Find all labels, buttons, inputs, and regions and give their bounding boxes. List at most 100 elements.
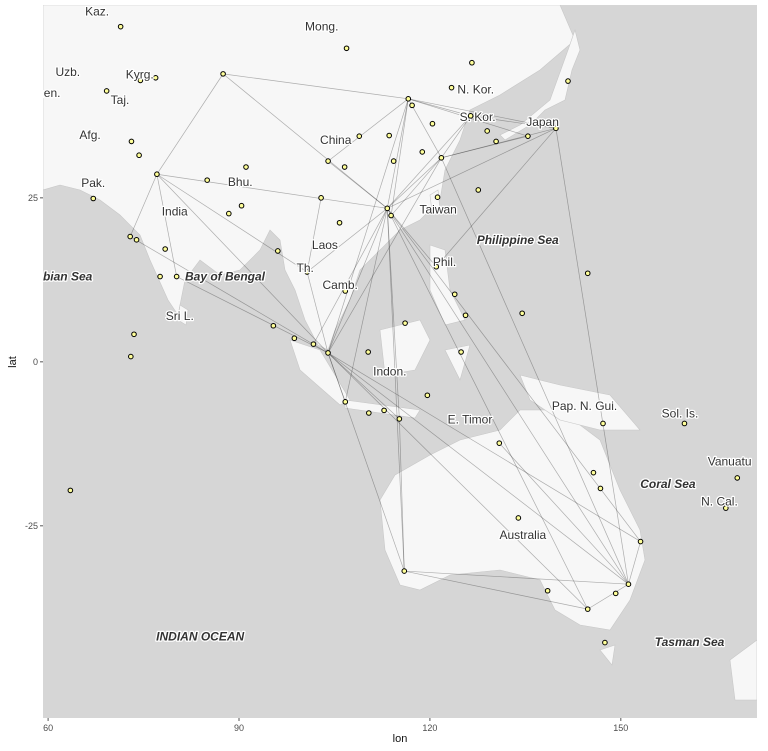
- route: [441, 127, 556, 159]
- airport: [90, 195, 97, 202]
- y-tick-label: 0: [33, 357, 38, 367]
- airport: [637, 538, 644, 545]
- y-tick-label: -25: [25, 521, 38, 531]
- airport: [152, 75, 159, 81]
- route: [313, 208, 388, 345]
- place-label: Taj.: [111, 93, 130, 107]
- x-tick-label: 120: [422, 723, 437, 733]
- place-label: Mong.: [305, 20, 338, 34]
- airport: [429, 120, 436, 127]
- route: [386, 98, 409, 209]
- airport: [433, 263, 440, 270]
- airport: [723, 505, 729, 511]
- place-label: China: [320, 133, 352, 147]
- route: [404, 570, 588, 610]
- place-label: Laos: [312, 238, 338, 252]
- airport: [484, 128, 490, 134]
- place-label: S. Kor.: [460, 110, 496, 124]
- route: [386, 208, 405, 572]
- airport: [226, 210, 232, 217]
- airport: [584, 606, 591, 612]
- airport: [424, 392, 431, 399]
- airport: [386, 132, 392, 139]
- route: [386, 208, 589, 610]
- airport: [310, 341, 317, 347]
- place-label: N. Kor.: [457, 83, 494, 97]
- route: [327, 352, 346, 402]
- airport: [390, 158, 397, 164]
- airport: [544, 587, 551, 594]
- place-label: N. Cal.: [701, 495, 738, 509]
- airport: [154, 171, 160, 178]
- route: [327, 352, 641, 542]
- airport: [438, 155, 445, 161]
- airport: [612, 590, 619, 597]
- airport: [243, 164, 249, 170]
- place-label: Taiwan: [420, 203, 457, 217]
- airport: [270, 322, 277, 329]
- route: [327, 98, 409, 354]
- route: [327, 98, 409, 162]
- route: [408, 98, 529, 137]
- airport: [157, 273, 163, 280]
- route: [327, 352, 588, 610]
- route: [441, 135, 528, 159]
- place-label: Pak.: [81, 176, 105, 190]
- x-axis-title: lon: [393, 733, 408, 745]
- place-label: Philippine Sea: [477, 233, 559, 247]
- airport: [342, 399, 349, 405]
- airport: [127, 233, 133, 240]
- place-label: India: [162, 205, 188, 219]
- land: [43, 5, 757, 701]
- airport: [67, 487, 74, 494]
- route: [386, 208, 400, 419]
- airport: [434, 194, 441, 200]
- place-label: Tasman Sea: [655, 635, 725, 649]
- airport: [204, 177, 210, 183]
- route: [327, 208, 388, 354]
- route: [386, 208, 629, 585]
- route: [130, 236, 329, 354]
- airport: [128, 353, 134, 360]
- route: [387, 115, 471, 209]
- airport: [519, 310, 525, 317]
- airport: [137, 77, 144, 84]
- airport: [409, 102, 415, 109]
- airport: [341, 164, 348, 170]
- route: [408, 98, 556, 129]
- place-label: Coral Sea: [640, 477, 696, 491]
- route: [344, 208, 388, 402]
- route: [327, 352, 629, 585]
- airport: [381, 407, 387, 414]
- place-label: Uzb.: [55, 65, 80, 79]
- airport: [331, 282, 337, 289]
- airport: [366, 410, 372, 416]
- route: [306, 197, 322, 273]
- airport: [515, 515, 522, 521]
- route: [327, 160, 388, 209]
- airport: [336, 219, 343, 226]
- airport: [162, 246, 168, 252]
- airports: [67, 23, 741, 646]
- airport: [275, 248, 281, 254]
- airport: [388, 212, 394, 219]
- x-tick-label: 60: [43, 723, 53, 733]
- airport: [325, 158, 331, 164]
- airport: [220, 71, 226, 77]
- basemap: Kaz. Mong. Uzb. Kyrg. Turkmen. Taj. Afg. Pak. In…: [43, 5, 757, 718]
- axes: 60 90 120 150 25 0 -25: [25, 193, 628, 733]
- place-label: Afg.: [79, 128, 100, 142]
- airport: [600, 420, 606, 427]
- airport: [565, 78, 571, 84]
- route: [441, 157, 629, 585]
- route: [327, 352, 405, 572]
- routes: [129, 73, 641, 610]
- place-label: INDIAN OCEAN: [156, 630, 244, 644]
- airport: [469, 59, 475, 66]
- route: [387, 208, 437, 267]
- place-label: Th.: [297, 261, 314, 275]
- place-label: Japan: [526, 115, 559, 129]
- route: [223, 73, 409, 100]
- y-axis-title: lat: [7, 356, 19, 368]
